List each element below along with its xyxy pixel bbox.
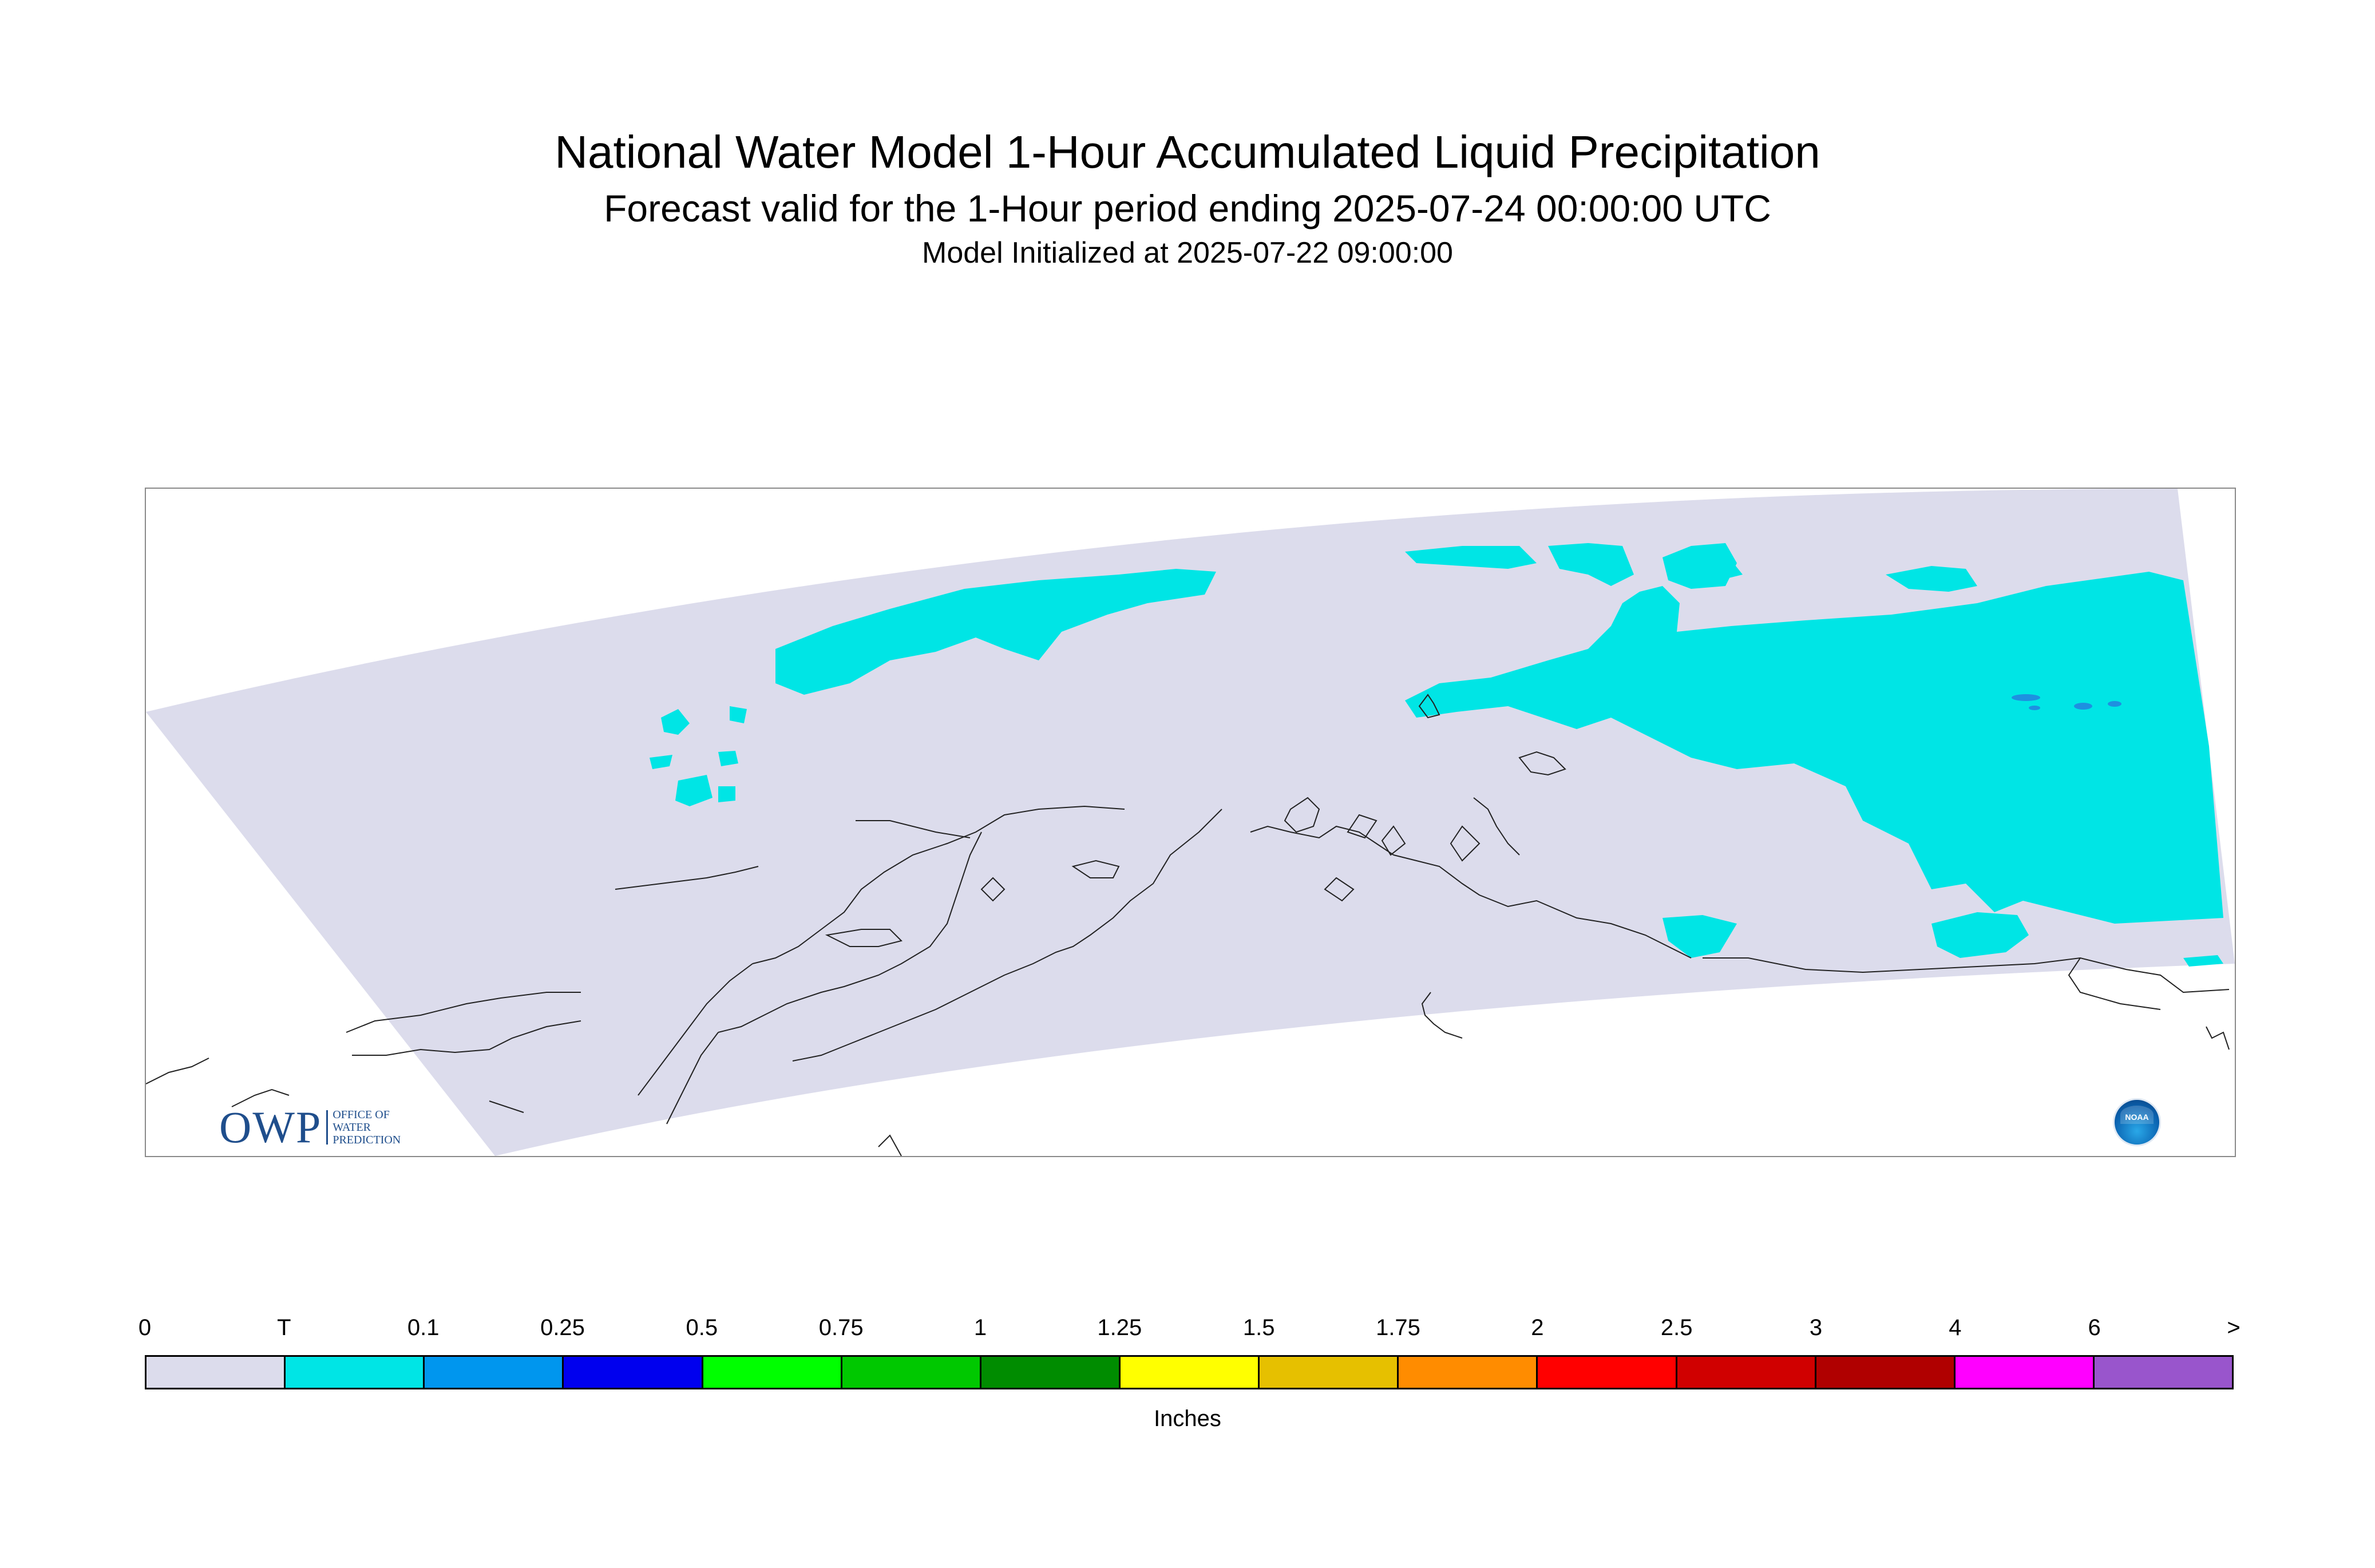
legend-tick-label: 0: [138, 1315, 152, 1340]
legend-tick-label: 0.1: [407, 1315, 440, 1340]
legend-swatch: [703, 1357, 842, 1388]
legend-tick-label: 4: [1949, 1315, 1962, 1340]
legend-swatch: [1399, 1357, 1538, 1388]
legend-swatch: [147, 1357, 286, 1388]
legend-swatch: [286, 1357, 425, 1388]
legend-tick-label: 0.25: [540, 1315, 585, 1340]
legend-swatch: [1677, 1357, 1816, 1388]
owp-logo-subtext: OFFICE OF WATER PREDICTION: [332, 1108, 401, 1146]
legend-swatch: [2094, 1357, 2232, 1388]
legend-tick-label: 0.75: [818, 1315, 864, 1340]
legend-colorbar: [145, 1355, 2234, 1389]
noaa-logo-text: NOAA: [2125, 1112, 2149, 1122]
legend-tick-label: 1.25: [1097, 1315, 1142, 1340]
legend-units-label: Inches: [1154, 1406, 1221, 1431]
light-blue-precip-spots: [2012, 694, 2121, 710]
legend-tick-label: T: [277, 1315, 291, 1340]
legend-tick-label: 1.75: [1376, 1315, 1420, 1340]
legend-tick-label: 6: [2088, 1315, 2101, 1340]
legend-swatch: [564, 1357, 703, 1388]
legend-swatch: [1955, 1357, 2095, 1388]
map-svg: [146, 489, 2235, 1156]
legend-swatch: [1120, 1357, 1260, 1388]
trace-precip-areas: [650, 543, 2223, 967]
legend-tick-label: 3: [1809, 1315, 1823, 1340]
legend-swatch: [1816, 1357, 1956, 1388]
legend-swatch: [981, 1357, 1121, 1388]
legend-tick-label: 2.5: [1660, 1315, 1693, 1340]
map-panel: OWP OFFICE OF WATER PREDICTION NOAA: [145, 488, 2236, 1157]
coastline: [146, 694, 2230, 1156]
legend-swatch: [425, 1357, 564, 1388]
legend-tick-label: 1: [973, 1315, 987, 1340]
owp-logo-divider: [326, 1110, 328, 1145]
legend-swatch: [842, 1357, 981, 1388]
owp-logo: OWP OFFICE OF WATER PREDICTION: [219, 1105, 401, 1150]
legend-tick-label: >: [2227, 1315, 2241, 1340]
legend-swatch: [1538, 1357, 1677, 1388]
legend-swatch: [1260, 1357, 1399, 1388]
owp-logo-text: OWP: [219, 1102, 322, 1152]
noaa-logo: NOAA: [2113, 1098, 2161, 1146]
legend-tick-label: 0.5: [686, 1315, 718, 1340]
legend-tick-label: 2: [1531, 1315, 1544, 1340]
legend-tick-label: 1.5: [1242, 1315, 1275, 1340]
noaa-bird-icon: [2120, 1106, 2154, 1124]
init-subtitle: Model Initialized at 2025-07-22 09:00:00: [922, 236, 1453, 270]
map-title: National Water Model 1-Hour Accumulated …: [555, 126, 1820, 177]
forecast-subtitle: Forecast valid for the 1-Hour period end…: [604, 187, 1771, 229]
